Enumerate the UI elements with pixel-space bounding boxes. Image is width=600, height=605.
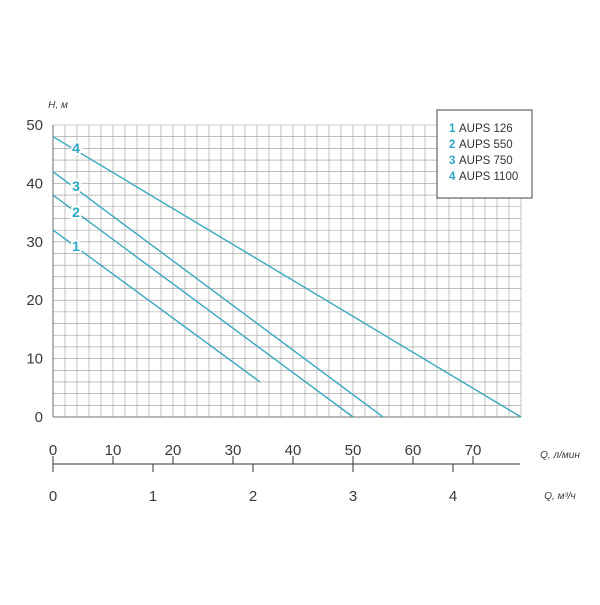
series-line-1: [52, 229, 261, 383]
y-axis-label: H, м: [48, 100, 68, 111]
tick-labels: 0 10 20 30 40 50 0 10 20 30 40 50 60 70 0 1 2 3 4 H, м Q, л/…: [26, 100, 580, 505]
x-tick-label: 10: [105, 442, 122, 459]
series-number-labels: 1 2 3 4: [70, 138, 82, 256]
x2-axis-label: Q, м³/ч: [544, 491, 575, 502]
legend-entry-name: AUPS 550: [459, 139, 513, 151]
series-line-2: [52, 194, 354, 418]
y-tick-label: 0: [35, 409, 43, 426]
legend-entry-1: 1 AUPS 126: [449, 123, 513, 135]
legend-entry-number: 3: [449, 155, 455, 167]
x-tick-label: 60: [405, 442, 422, 459]
legend-entry-number: 2: [449, 139, 455, 151]
y-tick-label: 50: [26, 117, 43, 134]
x-tick-label: 50: [345, 442, 362, 459]
legend-entry-name: AUPS 750: [459, 155, 513, 167]
x2-tick-label: 3: [349, 488, 357, 505]
series-line-4: [52, 136, 522, 418]
series-lines: [52, 136, 522, 418]
x-tick-label: 0: [49, 442, 57, 459]
legend-entry-number: 1: [449, 123, 456, 135]
y-tick-label: 40: [26, 175, 43, 192]
legend-entry-number: 4: [449, 171, 456, 183]
x2-tick-label: 1: [149, 488, 157, 505]
legend-entry-name: AUPS 1100: [459, 171, 518, 183]
y-tick-label: 20: [26, 292, 43, 309]
x2-tick-label: 2: [249, 488, 257, 505]
x-tick-label: 40: [285, 442, 302, 459]
x-tick-label: 70: [465, 442, 482, 459]
x-axis-label: Q, л/мин: [540, 450, 580, 461]
legend-entry-2: 2 AUPS 550: [449, 139, 513, 151]
legend-box: [436, 109, 533, 199]
series-number-label-4: 4: [72, 140, 80, 156]
x2-tick-label: 4: [449, 488, 457, 505]
x2-tick-label: 0: [49, 488, 57, 505]
legend-entry-4: 4 AUPS 1100: [449, 171, 518, 183]
x-tick-label: 20: [165, 442, 182, 459]
y-tick-label: 30: [26, 234, 43, 251]
legend-entry-name: AUPS 126: [459, 123, 513, 135]
y-tick-label: 10: [26, 351, 43, 368]
series-line-3: [52, 171, 384, 418]
series-number-label-3: 3: [72, 178, 80, 194]
legend-entry-3: 3 AUPS 750: [449, 155, 513, 167]
series-number-label-2: 2: [72, 204, 80, 220]
series-number-label-1: 1: [72, 238, 80, 254]
axes: [52, 125, 521, 472]
x-tick-label: 30: [225, 442, 242, 459]
